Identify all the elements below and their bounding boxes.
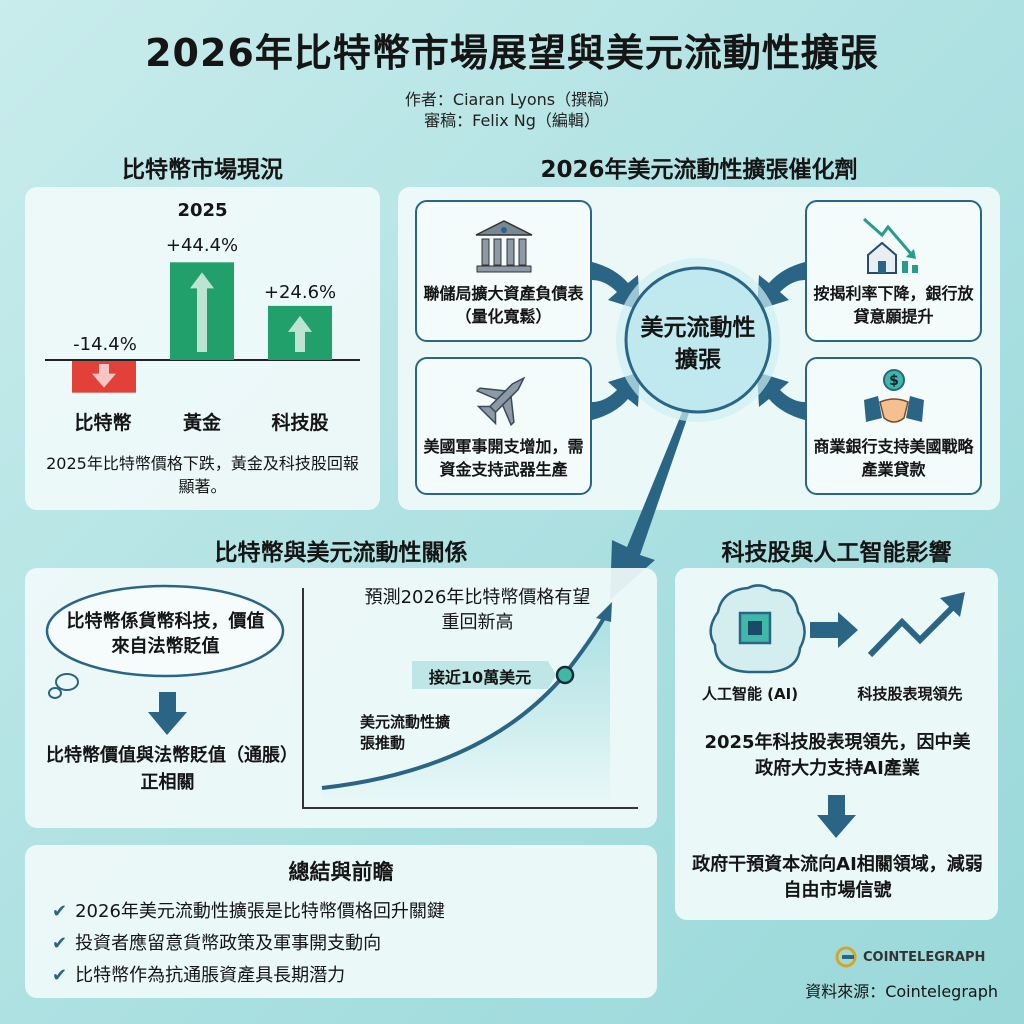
logo-icon [835, 946, 857, 968]
driver-text: 美元流動性擴張推動 [360, 713, 451, 752]
chart-title: 2025 [177, 200, 228, 221]
market-heading: 比特幣市場現況 [122, 157, 283, 183]
catalyst-bank-loans: $ 商業銀行支持美國戰略產業貸款 [805, 357, 982, 495]
source: 資料來源：Cointelegraph [805, 982, 998, 1001]
catalyst-text: 商業銀行支持美國戰略產業貸款 [813, 437, 974, 479]
svg-text:$: $ [889, 373, 899, 389]
tech-text-2: 政府干預資本流向AI相關領域，減弱自由市場信號 [692, 854, 983, 902]
relation-conclusion: 比特幣價值與法幣貶值（通脹）正相關 [46, 745, 289, 793]
summary-item: ✔ 2026年美元流動性擴張是比特幣價格回升關鍵 [52, 901, 445, 922]
value-label-tech: +24.6% [263, 282, 337, 303]
price-marker-label: 接近10萬美元 [428, 668, 532, 687]
fighter-jet-icon [475, 376, 525, 427]
cointelegraph-logo: COINTELEGRAPH [835, 946, 985, 968]
tech-text-1: 2025年科技股表現領先，因中美政府大力支持AI產業 [704, 732, 971, 780]
value-label-gold: +44.4% [165, 235, 239, 256]
catalyst-mortgage-rate: 按揭利率下降，銀行放貸意願提升 [805, 200, 982, 342]
catalyst-text: 按揭利率下降，銀行放貸意願提升 [813, 284, 974, 326]
summary-item: ✔ 比特幣作為抗通脹資產具長期潛力 [52, 965, 346, 986]
value-label-bitcoin: -14.4% [73, 334, 137, 355]
catalyst-text: 美國軍事開支增加，需資金支持武器生產 [423, 437, 584, 479]
editor: 審稿：Felix Ng（編輯） [424, 111, 600, 130]
center-label: 美元流動性擴張 [640, 315, 756, 374]
catalyst-fed-qe: 聯儲局擴大資產負債表（量化寬鬆） [415, 200, 592, 342]
summary-item: ✔ 投資者應留意貨幣政策及軍事開支動向 [52, 933, 382, 954]
bank-icon [475, 220, 532, 273]
market-caption: 2025年比特幣價格下跌，黃金及科技股回報顯著。 [46, 454, 359, 497]
category-bitcoin: 比特幣 [74, 412, 132, 434]
summary-panel [25, 845, 657, 998]
author: 作者：Ciaran Lyons（撰稿） [404, 90, 620, 109]
page-title: 2026年比特幣市場展望與美元流動性擴張 [145, 31, 879, 75]
stock-label: 科技股表現領先 [857, 685, 963, 703]
relation-heading: 比特幣與美元流動性關係 [214, 540, 468, 566]
ai-label: 人工智能 (AI) [701, 685, 799, 703]
summary-heading: 總結與前瞻 [288, 860, 394, 884]
thought-text: 比特幣係貨幣科技，價值來自法幣貶值 [66, 611, 265, 658]
catalyst-text: 聯儲局擴大資產負債表（量化寬鬆） [423, 284, 584, 326]
category-tech: 科技股 [271, 412, 329, 434]
forecast-text: 預測2026年比特幣價格有望重回新高 [364, 587, 591, 634]
category-gold: 黃金 [182, 412, 221, 434]
catalyst-military-spending: 美國軍事開支增加，需資金支持武器生產 [415, 357, 592, 495]
check-icon: ✔ [52, 965, 68, 986]
house-rate-down-icon [862, 218, 918, 275]
tech-heading: 科技股與人工智能影響 [721, 540, 952, 566]
check-icon: ✔ [52, 901, 68, 922]
handshake-dollar-icon: $ [863, 369, 924, 423]
summary-list: ✔ 2026年美元流動性擴張是比特幣價格回升關鍵 ✔ 投資者應留意貨幣政策及軍事開支… [52, 896, 445, 992]
catalysts-heading: 2026年美元流動性擴張催化劑 [540, 157, 858, 183]
check-icon: ✔ [52, 933, 68, 954]
